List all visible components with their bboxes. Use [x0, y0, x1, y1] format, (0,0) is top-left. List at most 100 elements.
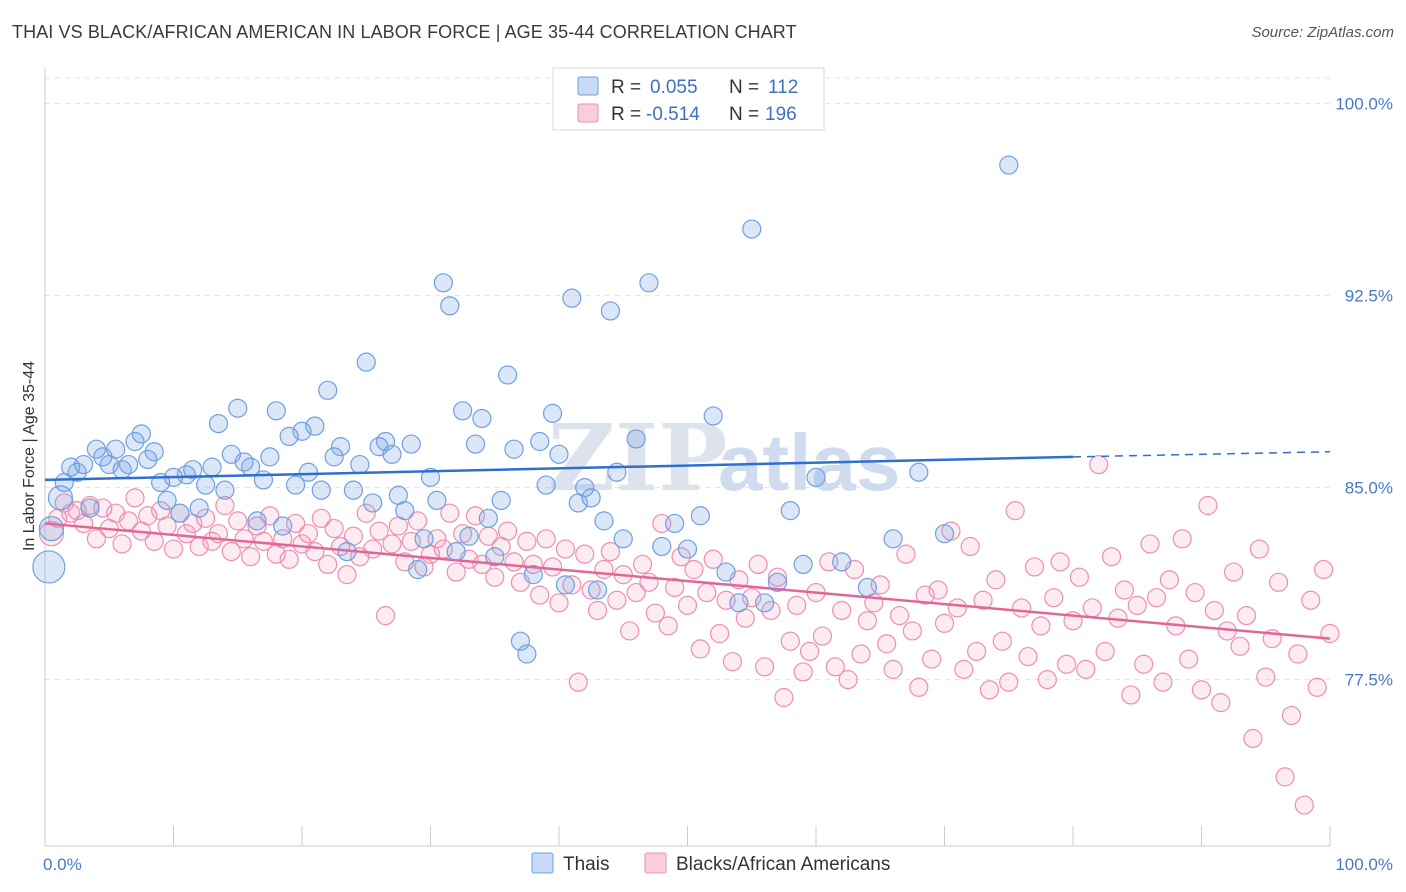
- black-point: [761, 600, 781, 621]
- thai-point: [414, 529, 434, 549]
- black-point: [677, 595, 698, 615]
- bottom-legend: Thais Blacks/African Americans: [531, 852, 890, 875]
- thai-point: [189, 498, 209, 518]
- thai-point: [433, 273, 453, 293]
- black-point: [1249, 539, 1269, 559]
- black-point: [799, 641, 820, 662]
- black-point: [1211, 693, 1231, 713]
- thai-point: [202, 457, 222, 477]
- black-point: [1005, 501, 1025, 521]
- thai-point: [382, 444, 402, 464]
- thai-point: [427, 490, 447, 510]
- grid-lines: [45, 77, 1330, 681]
- thai-trend-extension: [1072, 451, 1331, 458]
- thai-point: [260, 447, 280, 467]
- black-point: [645, 603, 665, 623]
- thai-point: [446, 541, 466, 562]
- thai-point: [517, 644, 537, 664]
- black-point: [632, 554, 653, 575]
- black-point: [902, 621, 922, 641]
- black-point: [665, 577, 685, 598]
- trend-lines: [44, 451, 1331, 640]
- black-point: [1204, 600, 1224, 621]
- black-point: [1076, 659, 1096, 679]
- black-point: [125, 488, 145, 508]
- black-point: [215, 495, 235, 516]
- black-point: [221, 541, 241, 562]
- black-point: [1069, 567, 1090, 587]
- black-point: [1230, 636, 1250, 656]
- legend-r-label-thai: R =: [611, 77, 641, 98]
- thai-point: [626, 429, 646, 449]
- black-point: [1301, 590, 1321, 610]
- black-point: [485, 567, 505, 587]
- black-point: [1114, 580, 1135, 600]
- thai-point: [285, 475, 306, 495]
- thai-point: [401, 434, 421, 454]
- black-point: [915, 585, 935, 605]
- bottom-legend-swatch-thai: [531, 852, 554, 874]
- thai-point: [504, 439, 524, 459]
- thai-point: [594, 511, 614, 531]
- black-point: [832, 600, 852, 621]
- black-point: [877, 634, 897, 654]
- black-point: [1268, 572, 1289, 592]
- black-point: [722, 652, 743, 672]
- legend-swatch-thai: [577, 76, 599, 96]
- black-point: [298, 524, 319, 544]
- thai-point: [832, 552, 852, 572]
- black-point: [992, 631, 1012, 651]
- legend-r-value-thai: 0.055: [650, 77, 698, 98]
- thai-point: [408, 559, 428, 580]
- bottom-legend-swatch-black: [644, 852, 667, 874]
- thai-point: [767, 572, 788, 592]
- black-point: [1037, 669, 1057, 690]
- black-point: [1056, 654, 1077, 674]
- black-point: [581, 580, 601, 600]
- black-point: [163, 539, 184, 559]
- black-point: [690, 639, 710, 659]
- thai-point: [857, 577, 878, 598]
- black-point: [1185, 582, 1205, 603]
- thai-point: [228, 398, 248, 418]
- bottom-legend-label-black: Blacks/African Americans: [676, 854, 890, 875]
- black-point: [1172, 529, 1192, 549]
- black-point: [594, 559, 614, 580]
- black-point: [1256, 667, 1276, 687]
- thai-point: [350, 454, 370, 475]
- thai-point: [80, 498, 100, 518]
- thai-point: [279, 426, 299, 446]
- thai-point: [318, 380, 338, 400]
- black-point: [793, 662, 813, 682]
- black-point: [318, 554, 338, 575]
- black-point: [1281, 705, 1302, 726]
- thai-point: [273, 516, 293, 536]
- black-point: [909, 677, 929, 697]
- thai-point: [32, 550, 66, 584]
- thai-point: [498, 365, 518, 385]
- black-point: [1294, 795, 1314, 815]
- black-point: [1243, 728, 1263, 749]
- black-point: [812, 626, 833, 646]
- thai-point: [176, 465, 196, 485]
- x-tick-label-start: 0.0%: [43, 855, 82, 874]
- thai-point: [125, 431, 145, 452]
- black-point: [279, 549, 299, 569]
- black-point: [754, 657, 775, 677]
- black-point: [530, 585, 550, 605]
- black-point: [947, 598, 967, 618]
- thai-point: [472, 408, 492, 429]
- legend-swatch-black: [577, 103, 599, 123]
- black-point: [1159, 570, 1179, 590]
- black-point: [408, 511, 428, 531]
- thai-point: [183, 460, 203, 480]
- black-point: [523, 554, 543, 575]
- black-point: [1179, 649, 1199, 669]
- black-point: [999, 672, 1019, 692]
- black-point: [324, 518, 344, 539]
- black-point: [1146, 588, 1167, 608]
- y-tick-label: 92.5%: [1345, 287, 1393, 306]
- black-point: [311, 508, 331, 528]
- thai-point: [780, 501, 800, 521]
- thai-point: [485, 547, 505, 567]
